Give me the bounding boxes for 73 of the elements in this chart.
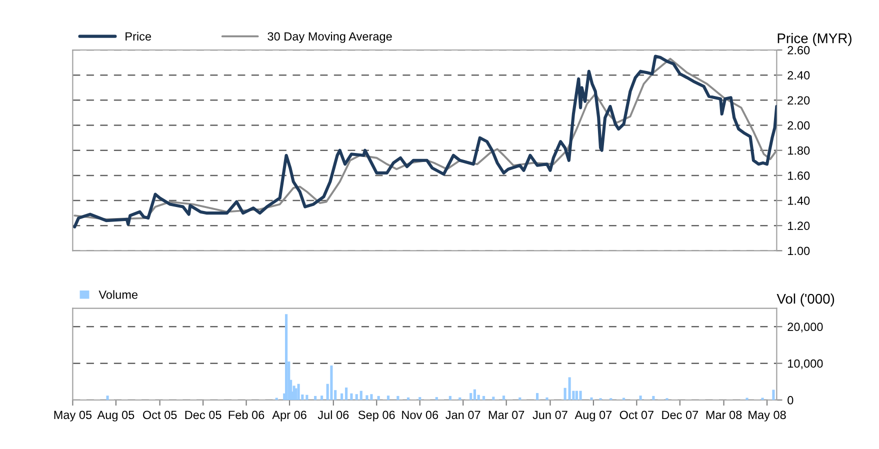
x-tick-label: Jun 07: [532, 410, 568, 420]
x-tick-label: Mar 08: [706, 410, 742, 420]
x-tick-label: Aug 05: [97, 410, 134, 422]
bar: [406, 397, 410, 400]
y-tick-label: 2.20: [788, 96, 810, 105]
x-tick-label: Dec 07: [662, 410, 698, 420]
x-tick-label: May 08: [748, 410, 786, 422]
bar: [355, 394, 358, 400]
y-tick-label: 2.60: [788, 46, 810, 54]
legend-label: Volume: [98, 290, 138, 299]
bar: [502, 396, 506, 400]
legend-label: 30 Day Moving Average: [268, 32, 392, 43]
bar: [568, 377, 571, 400]
y-tick-label: 1.00: [788, 246, 810, 256]
bar: [330, 366, 333, 400]
bar: [418, 397, 422, 400]
bar: [590, 397, 593, 400]
bar: [360, 390, 362, 400]
x-tick-label: May 05: [54, 410, 92, 422]
bar: [320, 396, 324, 400]
x-tick-label: Nov 06: [402, 410, 438, 420]
bar: [473, 389, 476, 400]
bar: [448, 396, 452, 400]
bar: [518, 397, 522, 400]
x-tick-label: Mar 07: [488, 410, 524, 420]
x-tick-label: Apr 06: [272, 410, 306, 422]
y-tick-label: 1.80: [788, 146, 810, 155]
y-tick-label: 2.00: [788, 121, 810, 130]
bar: [579, 390, 582, 400]
bar: [536, 393, 539, 400]
x-tick-label: Sep 06: [358, 410, 395, 422]
bar: [458, 397, 462, 400]
bar: [386, 396, 390, 400]
bar: [350, 393, 353, 400]
bar: [370, 394, 373, 400]
bar: [772, 390, 775, 400]
bar: [345, 388, 348, 400]
bar: [294, 388, 298, 400]
bar: [314, 396, 317, 400]
bar: [366, 395, 368, 400]
y-tick-label: 10,000: [788, 359, 823, 370]
y-tick-label: 1.40: [788, 196, 810, 205]
x-tick-label: Jan 07: [446, 410, 480, 420]
bar: [106, 396, 109, 400]
bar: [306, 394, 308, 400]
bar: [396, 396, 400, 400]
bar: [482, 396, 486, 400]
bar: [297, 384, 300, 400]
x-tick-label: Dec 05: [185, 410, 222, 420]
x-tick-label: Feb 06: [228, 410, 264, 420]
bar: [492, 396, 495, 400]
bar: [564, 388, 566, 400]
bar: [546, 397, 548, 400]
bar: [377, 396, 380, 400]
bar: [470, 393, 472, 400]
x-tick-label: Oct 07: [620, 410, 654, 420]
bar: [652, 396, 655, 400]
y-tick-label: 0: [788, 396, 794, 404]
x-tick-label: Jul 06: [318, 410, 349, 420]
x-tick-label: Oct 05: [142, 410, 177, 420]
y-axis-title: Price (MYR): [778, 33, 852, 46]
bar: [435, 397, 438, 400]
legend-label: Price: [126, 32, 152, 41]
y-tick-label: 1.20: [788, 222, 810, 230]
y-tick-label: 1.60: [788, 171, 810, 180]
bar: [639, 396, 642, 400]
bar: [340, 393, 344, 400]
bar: [284, 314, 288, 400]
y-tick-label: 2.40: [788, 71, 810, 80]
y-tick-label: 20,000: [788, 322, 823, 332]
bar: [575, 390, 578, 400]
x-tick-label: Aug 07: [574, 410, 612, 422]
y-axis-title: Vol ('000): [776, 294, 834, 306]
